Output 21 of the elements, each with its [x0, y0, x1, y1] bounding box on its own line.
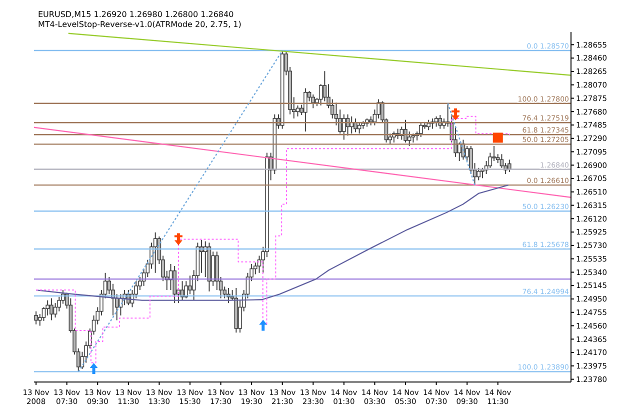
candlestick: [426, 119, 430, 131]
chart-title: EURUSD,M15 1.26920 1.26980 1.26800 1.26840: [38, 10, 235, 20]
candlestick: [188, 275, 192, 295]
candlestick: [404, 119, 408, 143]
candlestick: [311, 94, 316, 109]
chart-subtitle: MT4-LevelStop-Reverse-v1.0(ATRMode 20, 2.75, 1): [38, 20, 242, 30]
candlestick: [407, 131, 412, 146]
point: [492, 132, 503, 143]
candlestick: [492, 145, 496, 162]
point: [90, 362, 98, 374]
point: [259, 320, 268, 331]
candlestick: [418, 122, 423, 138]
candlestick: [357, 122, 362, 134]
candlestick: [50, 298, 54, 321]
candlestick: [34, 310, 38, 325]
candlestick: [153, 232, 158, 274]
candlestick: [172, 266, 176, 304]
candlestick: [342, 114, 346, 140]
candlestick: [304, 88, 308, 132]
candlestick: [434, 116, 438, 128]
candlestick: [476, 167, 481, 181]
